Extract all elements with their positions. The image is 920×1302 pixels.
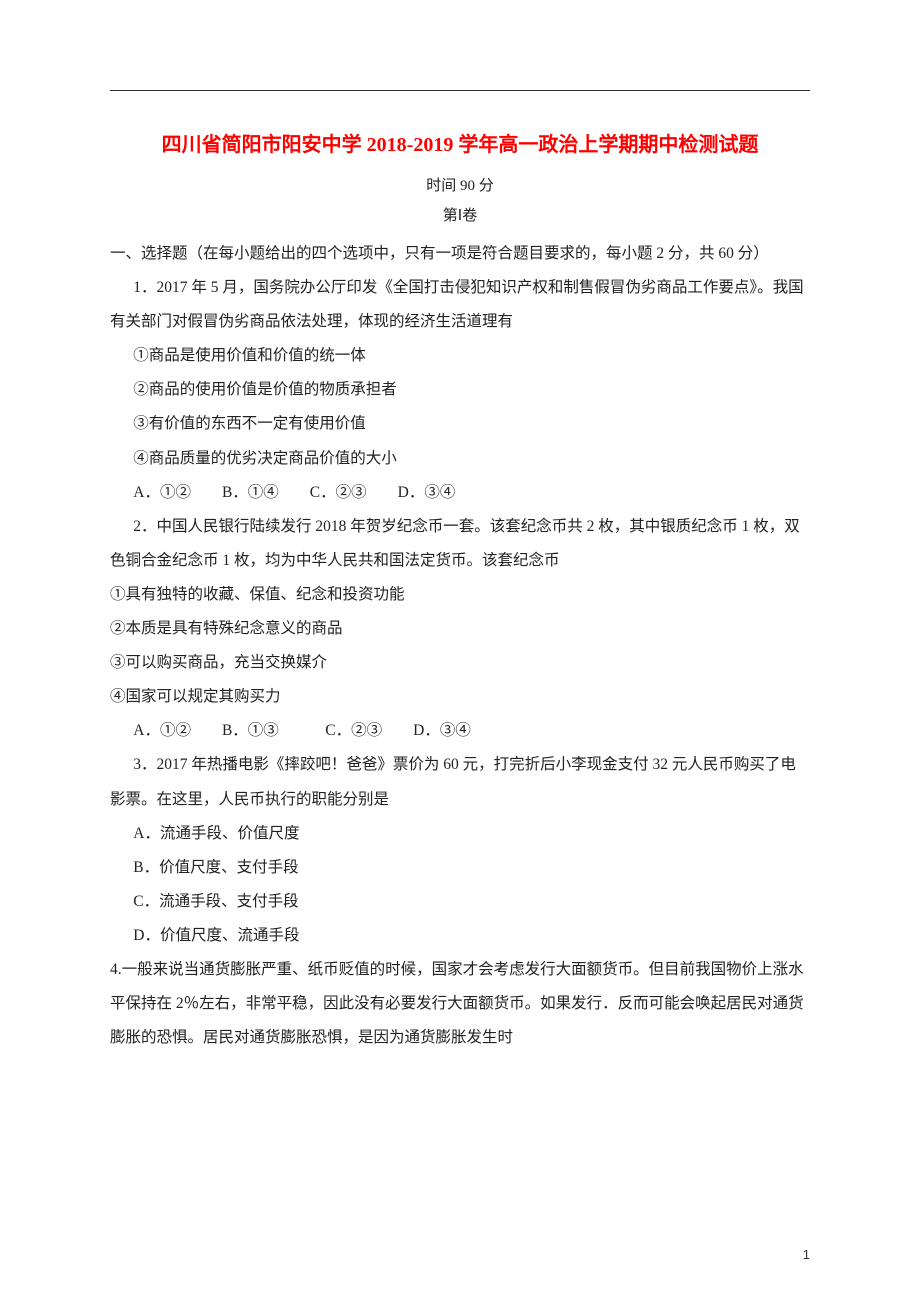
q2-stmt-1: ①具有独特的收藏、保值、纪念和投资功能 <box>110 578 810 612</box>
q2-stmt-3: ③可以购买商品，充当交换媒介 <box>110 646 810 680</box>
page-number: 1 <box>803 1247 810 1262</box>
q3-stem: 3．2017 年热播电影《摔跤吧！爸爸》票价为 60 元，打完折后小李现金支付 … <box>110 748 810 816</box>
q2-stem: 2．中国人民银行陆续发行 2018 年贺岁纪念币一套。该套纪念币共 2 枚，其中… <box>110 510 810 578</box>
q1-options: A．①② B．①④ C．②③ D．③④ <box>110 476 810 510</box>
q1-stmt-1: ①商品是使用价值和价值的统一体 <box>110 339 810 373</box>
part-label: 第Ⅰ卷 <box>110 201 810 231</box>
exam-title: 四川省简阳市阳安中学 2018-2019 学年高一政治上学期期中检测试题 <box>110 125 810 165</box>
top-rule <box>110 90 810 91</box>
q1-stmt-2: ②商品的使用价值是价值的物质承担者 <box>110 373 810 407</box>
q3-option-c: C．流通手段、支付手段 <box>110 885 810 919</box>
q3-option-d: D．价值尺度、流通手段 <box>110 919 810 953</box>
q4-stem: 4.一般来说当通货膨胀严重、纸币贬值的时候，国家才会考虑发行大面额货币。但目前我… <box>110 953 810 1055</box>
q3-option-a: A．流通手段、价值尺度 <box>110 817 810 851</box>
q1-stem: 1．2017 年 5 月，国务院办公厅印发《全国打击侵犯知识产权和制售假冒伪劣商… <box>110 271 810 339</box>
q1-stmt-4: ④商品质量的优劣决定商品价值的大小 <box>110 442 810 476</box>
q2-stmt-2: ②本质是具有特殊纪念意义的商品 <box>110 612 810 646</box>
time-label: 时间 90 分 <box>110 171 810 201</box>
q2-stmt-4: ④国家可以规定其购买力 <box>110 680 810 714</box>
q1-stmt-3: ③有价值的东西不一定有使用价值 <box>110 407 810 441</box>
q2-options: A．①② B．①③ C．②③ D．③④ <box>110 714 810 748</box>
q3-option-b: B．价值尺度、支付手段 <box>110 851 810 885</box>
section-instruction: 一、选择题（在每小题给出的四个选项中，只有一项是符合题目要求的，每小题 2 分，… <box>110 237 810 271</box>
